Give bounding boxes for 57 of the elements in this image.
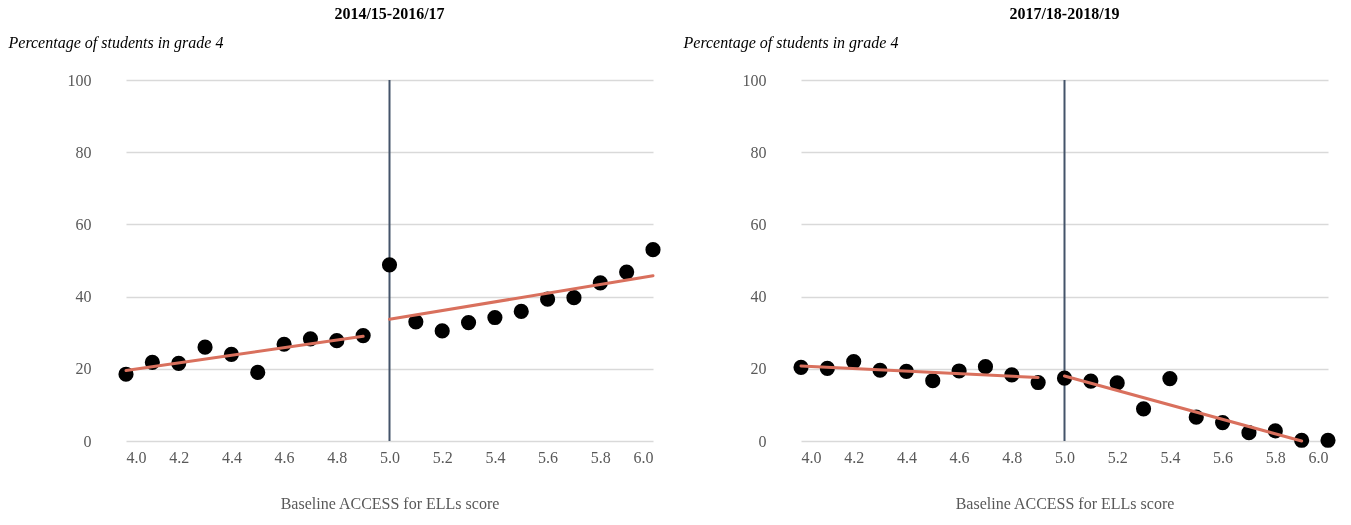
x-tick-label: 5.0 (380, 448, 400, 466)
x-tick-label: 5.2 (1107, 448, 1128, 466)
x-axis-title: Baseline ACCESS for ELLs score (955, 494, 1175, 512)
point (1320, 432, 1336, 448)
point (487, 309, 503, 326)
point (434, 323, 450, 339)
point (977, 359, 994, 375)
y-tick-label: 60 (750, 215, 767, 233)
chart-title: 2014/15-2016/17 (334, 5, 445, 22)
y-axis-title: Percentage of students in grade 4 (682, 33, 899, 52)
x-tick-label: 5.6 (1213, 448, 1234, 466)
x-tick-label: 6.0 (1308, 448, 1329, 466)
x-tick-label: 4.2 (169, 448, 190, 466)
point (460, 315, 477, 331)
chart-title: 2017/18-2018/19 (1009, 5, 1120, 22)
y-tick-label: 100 (67, 71, 92, 89)
x-tick-label: 4.8 (1002, 448, 1023, 466)
x-tick-label: 5.8 (1265, 448, 1286, 466)
y-tick-label: 40 (750, 288, 767, 306)
x-tick-label: 4.4 (896, 448, 917, 466)
y-tick-label: 60 (75, 215, 92, 233)
x-tick-label: 4.0 (801, 448, 822, 466)
y-tick-label: 0 (758, 432, 767, 450)
x-axis-title: Baseline ACCESS for ELLs score (280, 494, 500, 512)
x-tick-label: 4.2 (844, 448, 865, 466)
x-tick-label: 4.6 (949, 448, 970, 466)
point (250, 364, 266, 380)
x-tick-label: 4.6 (274, 448, 295, 466)
y-axis-title: Percentage of students in grade 4 (7, 33, 224, 52)
y-tick-label: 100 (742, 71, 767, 89)
x-tick-label: 6.0 (633, 448, 654, 466)
x-tick-label: 4.8 (327, 448, 348, 466)
x-tick-label: 5.4 (1160, 448, 1181, 466)
point (645, 242, 661, 258)
point (925, 373, 941, 389)
point (1109, 375, 1125, 391)
point (566, 290, 582, 306)
point (619, 264, 635, 280)
point (513, 303, 529, 319)
y-tick-label: 80 (750, 143, 767, 161)
x-tick-label: 4.0 (126, 448, 147, 466)
x-tick-label: 5.2 (432, 448, 453, 466)
point (381, 257, 398, 273)
x-tick-label: 5.8 (590, 448, 611, 466)
y-tick-label: 80 (75, 143, 92, 161)
point (197, 339, 213, 355)
point (1162, 370, 1178, 387)
y-tick-label: 40 (75, 288, 92, 306)
x-tick-label: 5.6 (538, 448, 559, 466)
point (846, 354, 862, 370)
y-tick-label: 20 (75, 360, 92, 378)
x-tick-label: 4.4 (221, 448, 242, 466)
point (1135, 401, 1152, 417)
y-tick-label: 0 (83, 432, 92, 450)
x-tick-label: 5.0 (1055, 448, 1075, 466)
x-tick-label: 5.4 (485, 448, 506, 466)
y-tick-label: 20 (750, 360, 767, 378)
